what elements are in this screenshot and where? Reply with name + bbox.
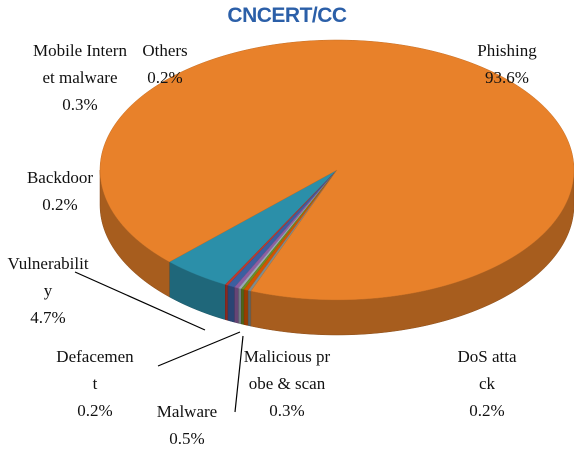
leader-line bbox=[157, 331, 241, 367]
slice-label: Mobile Internet malware 0.3% bbox=[33, 37, 128, 118]
value-label: 0.2% bbox=[147, 68, 183, 87]
value-label: 0.2% bbox=[469, 401, 505, 420]
value-label: 93.6% bbox=[485, 68, 529, 87]
slice-side bbox=[234, 286, 239, 324]
value-label: 0.5% bbox=[169, 429, 205, 448]
chart-title: CNCERT/CC bbox=[227, 4, 347, 27]
slice-side bbox=[225, 284, 229, 321]
leader-line bbox=[234, 335, 244, 413]
slice-side bbox=[247, 290, 252, 327]
slice-side bbox=[241, 288, 245, 325]
category-name: Mobile Internet malware bbox=[33, 41, 127, 87]
slice-side bbox=[243, 289, 249, 326]
slice-label: Others 0.2% bbox=[125, 37, 205, 91]
value-label: 0.3% bbox=[62, 95, 98, 114]
slice-side bbox=[238, 287, 242, 325]
slice-side bbox=[227, 285, 235, 323]
category-name: Vulnerability bbox=[7, 254, 89, 300]
pie bbox=[99, 39, 574, 336]
value-label: 0.3% bbox=[269, 401, 305, 420]
category-name: Malicious probe & scan bbox=[243, 347, 331, 393]
category-name: Phishing bbox=[477, 41, 537, 60]
category-name: Defacement bbox=[56, 347, 134, 393]
slice-label: Phishing 93.6% bbox=[457, 37, 557, 91]
category-name: Backdoor bbox=[26, 168, 94, 187]
value-label: 4.7% bbox=[30, 308, 66, 327]
value-label: 0.2% bbox=[42, 195, 78, 214]
slice-label: Vulnerability 4.7% bbox=[4, 250, 92, 331]
value-label: 0.2% bbox=[77, 401, 113, 420]
slice bbox=[168, 169, 338, 285]
category-name: Malware bbox=[156, 402, 218, 421]
slice-label: Malicious probe & scan 0.3% bbox=[242, 343, 332, 424]
category-name: DoS attack bbox=[457, 347, 517, 393]
slice bbox=[99, 39, 574, 301]
slice-label: Malware 0.5% bbox=[147, 398, 227, 452]
slice-label: Backdoor 0.2% bbox=[10, 164, 110, 218]
leader-line bbox=[74, 271, 206, 331]
slice-label: DoS attack 0.2% bbox=[457, 343, 517, 424]
slice-label: Defacement 0.2% bbox=[55, 343, 135, 424]
category-name: Others bbox=[142, 41, 188, 60]
